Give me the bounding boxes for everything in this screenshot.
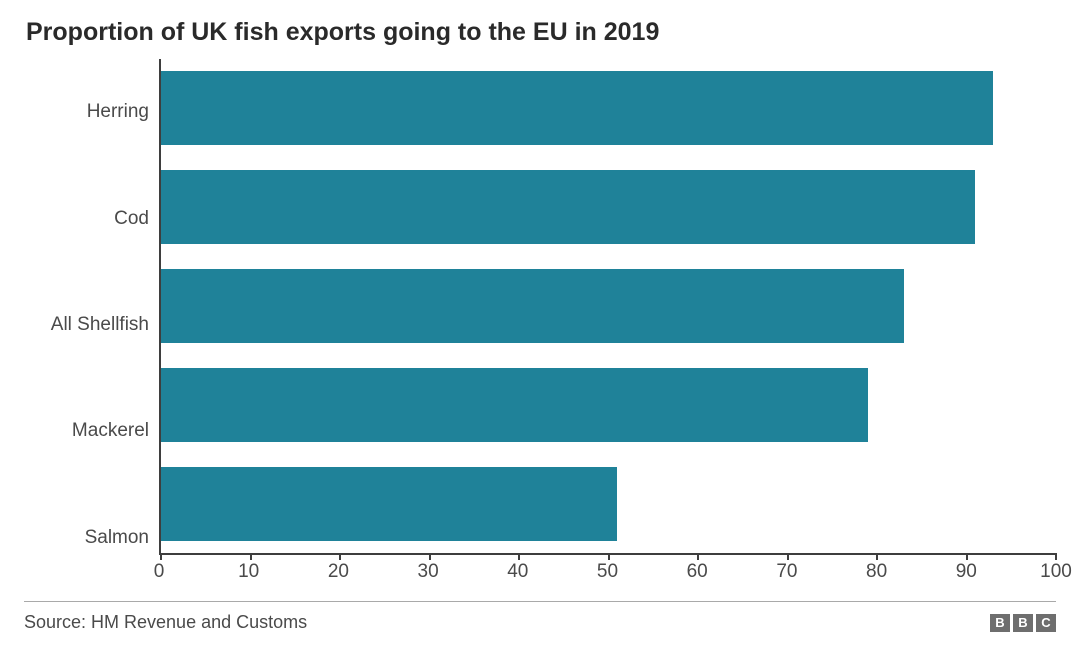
x-tick <box>429 553 431 560</box>
x-tick <box>250 553 252 560</box>
x-tick-label: 0 <box>154 561 165 583</box>
x-tick <box>966 553 968 560</box>
x-tick <box>1055 553 1057 560</box>
x-tick-label: 10 <box>238 561 259 583</box>
bar-row <box>161 355 1056 454</box>
x-tick <box>787 553 789 560</box>
x-tick-label: 100 <box>1040 561 1072 583</box>
x-tick-label: 90 <box>956 561 977 583</box>
chart-footer: Source: HM Revenue and Customs BBC <box>24 601 1056 633</box>
x-tick <box>876 553 878 560</box>
x-tick <box>608 553 610 560</box>
x-tick <box>339 553 341 560</box>
chart-title: Proportion of UK fish exports going to t… <box>26 18 1056 47</box>
bar-row <box>161 158 1056 257</box>
bar <box>161 170 975 244</box>
bar-row <box>161 454 1056 553</box>
x-tick <box>697 553 699 560</box>
y-axis-label: Mackerel <box>24 378 159 484</box>
chart-container: Proportion of UK fish exports going to t… <box>0 0 1080 645</box>
y-axis-label: All Shellfish <box>24 272 159 378</box>
x-tick-label: 80 <box>866 561 887 583</box>
bar-row <box>161 59 1056 158</box>
x-tick-label: 70 <box>776 561 797 583</box>
bbc-logo: BBC <box>990 614 1056 632</box>
chart-area: HerringCodAll ShellfishMackerelSalmon 0 1… <box>24 59 1056 591</box>
x-axis-labels: 0102030405060708090100 <box>159 561 1056 591</box>
bars-layer <box>161 59 1056 553</box>
x-tick-label: 60 <box>687 561 708 583</box>
y-axis-label: Herring <box>24 59 159 165</box>
y-axis-label: Cod <box>24 165 159 271</box>
plot-column: 0102030405060708090100 <box>159 59 1056 591</box>
x-tick <box>160 553 162 560</box>
bar <box>161 269 904 343</box>
bbc-logo-letter: B <box>1013 614 1033 632</box>
bbc-logo-letter: C <box>1036 614 1056 632</box>
bbc-logo-letter: B <box>990 614 1010 632</box>
x-tick-label: 20 <box>328 561 349 583</box>
x-tick-label: 30 <box>418 561 439 583</box>
bar <box>161 467 617 541</box>
x-tick-label: 40 <box>507 561 528 583</box>
x-tick <box>518 553 520 560</box>
y-axis-labels: HerringCodAll ShellfishMackerelSalmon <box>24 59 159 591</box>
plot-area <box>159 59 1056 555</box>
bar <box>161 368 868 442</box>
source-text: Source: HM Revenue and Customs <box>24 612 307 633</box>
bar-row <box>161 257 1056 356</box>
x-tick-label: 50 <box>597 561 618 583</box>
bar <box>161 71 993 145</box>
y-axis-label: Salmon <box>24 485 159 591</box>
